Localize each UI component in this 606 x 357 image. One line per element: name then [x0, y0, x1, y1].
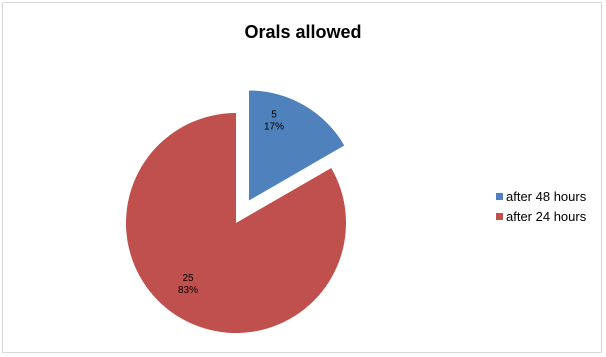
- pie-slice-after-48-hours: [249, 90, 345, 201]
- legend-item-after-24-hours: after 24 hours: [496, 206, 586, 226]
- legend-label-after-48-hours: after 48 hours: [506, 188, 587, 204]
- legend-label-after-24-hours: after 24 hours: [506, 208, 587, 224]
- data-label-value-after-24-hours: 25: [182, 273, 194, 284]
- chart-title: Orals allowed: [244, 22, 362, 42]
- legend: after 48 hours after 24 hours: [496, 186, 586, 226]
- legend-swatch-after-48-hours: [496, 192, 503, 200]
- legend-swatch-after-24-hours: [496, 212, 503, 220]
- pie-slice-after-24-hours: [125, 113, 346, 333]
- data-label-percent-after-24-hours: 83%: [178, 285, 198, 296]
- legend-item-after-48-hours: after 48 hours: [496, 186, 586, 206]
- data-label-value-after-48-hours: 5: [271, 109, 277, 120]
- data-label-percent-after-48-hours: 17%: [264, 121, 284, 132]
